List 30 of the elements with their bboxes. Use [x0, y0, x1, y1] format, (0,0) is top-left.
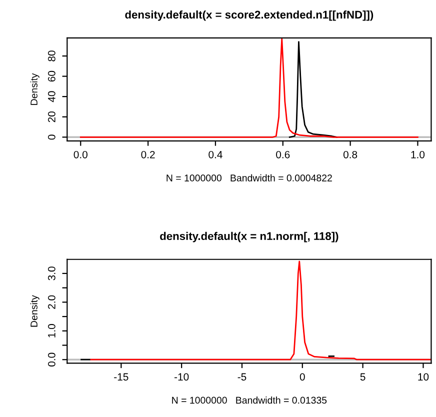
chart-title: density.default(x = n1.norm[, 118]) — [160, 232, 338, 242]
y-tick-label: 60 — [48, 70, 56, 82]
x-tick-label: 0.2 — [141, 150, 155, 158]
y-axis-title: Density — [30, 73, 40, 105]
x-tick-label: 0.6 — [276, 150, 290, 158]
y-tick-label: 3.0 — [48, 266, 56, 280]
y-tick-label: 40 — [48, 91, 56, 102]
line-series — [80, 38, 418, 138]
x-tick-label: 5 — [360, 373, 366, 381]
x-tick-label: 0.0 — [74, 150, 88, 158]
x-axis-title: N = 1000000 Bandwidth = 0.01335 — [172, 396, 327, 404]
x-tick-label: 10 — [418, 373, 429, 381]
y-axis-title: Density — [30, 295, 40, 327]
y-tick-label: 0 — [48, 134, 56, 140]
x-axis-title: N = 1000000 Bandwidth = 0.0004822 — [166, 174, 332, 182]
y-tick-label: 1.0 — [48, 324, 56, 338]
x-tick-label: 0.4 — [208, 150, 222, 158]
x-tick-label: 0 — [300, 373, 305, 381]
y-tick-label: 80 — [48, 50, 56, 62]
chart-title: density.default(x = score2.extended.n1[[nfND]]) — [125, 10, 374, 21]
x-tick-label: -15 — [114, 373, 128, 381]
y-tick-label: 20 — [48, 111, 56, 122]
line-series — [90, 260, 432, 360]
x-tick-label: 0.8 — [343, 150, 358, 158]
y-tick-label: 2.0 — [48, 295, 56, 309]
x-tick-label: -5 — [238, 373, 246, 381]
x-tick-label: 1.0 — [411, 150, 425, 158]
line-series — [288, 41, 338, 138]
y-tick-label: 0.0 — [48, 352, 56, 366]
x-tick-label: -10 — [174, 373, 189, 381]
